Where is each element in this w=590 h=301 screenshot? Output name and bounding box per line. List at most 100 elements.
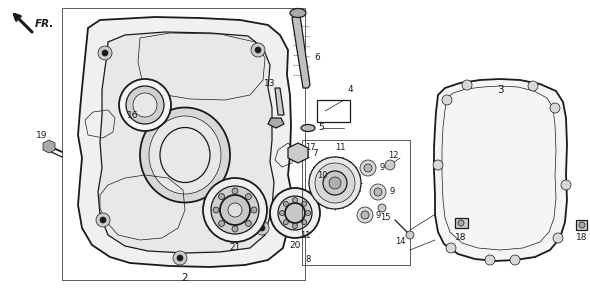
Circle shape <box>370 184 386 200</box>
Circle shape <box>251 207 257 213</box>
Circle shape <box>96 213 110 227</box>
Circle shape <box>211 186 259 234</box>
Circle shape <box>357 207 373 223</box>
Circle shape <box>315 163 355 203</box>
Circle shape <box>553 233 563 243</box>
Circle shape <box>485 255 495 265</box>
Circle shape <box>173 251 187 265</box>
Circle shape <box>550 103 560 113</box>
Circle shape <box>458 220 464 226</box>
Circle shape <box>220 195 250 225</box>
Text: 4: 4 <box>347 85 353 95</box>
Text: 12: 12 <box>388 150 398 160</box>
Polygon shape <box>268 118 284 128</box>
Circle shape <box>285 203 305 223</box>
Circle shape <box>100 217 106 223</box>
Circle shape <box>360 160 376 176</box>
Text: 11: 11 <box>300 231 310 240</box>
Circle shape <box>329 177 341 189</box>
Text: 11: 11 <box>300 150 310 160</box>
Polygon shape <box>292 15 310 88</box>
Ellipse shape <box>290 8 306 17</box>
Circle shape <box>228 203 242 217</box>
Text: 9: 9 <box>376 210 381 219</box>
Text: 17: 17 <box>304 144 315 153</box>
Circle shape <box>361 211 369 219</box>
Polygon shape <box>455 218 468 228</box>
Circle shape <box>364 164 372 172</box>
Circle shape <box>259 225 265 231</box>
Text: 19: 19 <box>36 131 48 139</box>
Circle shape <box>579 222 585 228</box>
Text: 10: 10 <box>317 170 327 179</box>
Circle shape <box>283 220 289 225</box>
Circle shape <box>528 81 538 91</box>
Text: 11: 11 <box>335 142 345 151</box>
Circle shape <box>301 220 307 225</box>
Text: 9: 9 <box>379 163 384 172</box>
Polygon shape <box>275 88 284 115</box>
Circle shape <box>293 224 297 228</box>
Circle shape <box>301 201 307 206</box>
Circle shape <box>433 160 443 170</box>
Circle shape <box>203 178 267 242</box>
Circle shape <box>323 171 347 195</box>
Circle shape <box>126 86 164 124</box>
Circle shape <box>133 93 157 117</box>
Circle shape <box>293 197 297 203</box>
Text: 7: 7 <box>312 148 318 157</box>
Circle shape <box>255 47 261 53</box>
Text: 2: 2 <box>182 273 188 283</box>
Circle shape <box>218 194 225 200</box>
Circle shape <box>251 43 265 57</box>
Circle shape <box>270 188 320 238</box>
Circle shape <box>232 188 238 194</box>
Circle shape <box>306 210 310 216</box>
Circle shape <box>283 201 289 206</box>
Circle shape <box>510 255 520 265</box>
Polygon shape <box>98 32 274 253</box>
Circle shape <box>232 226 238 232</box>
Circle shape <box>442 95 452 105</box>
Circle shape <box>255 221 269 235</box>
Text: 8: 8 <box>305 256 311 265</box>
Polygon shape <box>576 220 587 230</box>
Polygon shape <box>78 17 292 267</box>
Text: 13: 13 <box>264 79 276 88</box>
Text: 21: 21 <box>230 244 241 253</box>
Polygon shape <box>288 143 308 163</box>
Text: 5: 5 <box>318 123 324 132</box>
Circle shape <box>406 231 414 239</box>
Circle shape <box>245 220 251 226</box>
Text: 3: 3 <box>497 85 503 95</box>
Circle shape <box>374 188 382 196</box>
Circle shape <box>213 207 219 213</box>
Text: 18: 18 <box>455 234 467 243</box>
Text: 16: 16 <box>127 111 139 120</box>
Ellipse shape <box>140 107 230 203</box>
Polygon shape <box>434 79 567 261</box>
Text: FR.: FR. <box>35 19 54 29</box>
Circle shape <box>378 204 386 212</box>
Circle shape <box>561 180 571 190</box>
Circle shape <box>245 194 251 200</box>
Circle shape <box>119 79 171 131</box>
Text: 20: 20 <box>289 240 301 250</box>
Ellipse shape <box>149 116 221 194</box>
Circle shape <box>177 255 183 261</box>
Ellipse shape <box>301 125 315 132</box>
Text: 14: 14 <box>395 237 405 247</box>
Text: 15: 15 <box>380 213 390 222</box>
Circle shape <box>218 220 225 226</box>
Circle shape <box>309 157 361 209</box>
Circle shape <box>98 46 112 60</box>
Text: 18: 18 <box>576 234 588 243</box>
Text: 6: 6 <box>314 54 320 63</box>
Circle shape <box>102 50 108 56</box>
Text: 9: 9 <box>389 188 394 197</box>
Circle shape <box>385 160 395 170</box>
Polygon shape <box>43 140 55 153</box>
Circle shape <box>462 80 472 90</box>
Circle shape <box>278 196 312 230</box>
Circle shape <box>446 243 456 253</box>
